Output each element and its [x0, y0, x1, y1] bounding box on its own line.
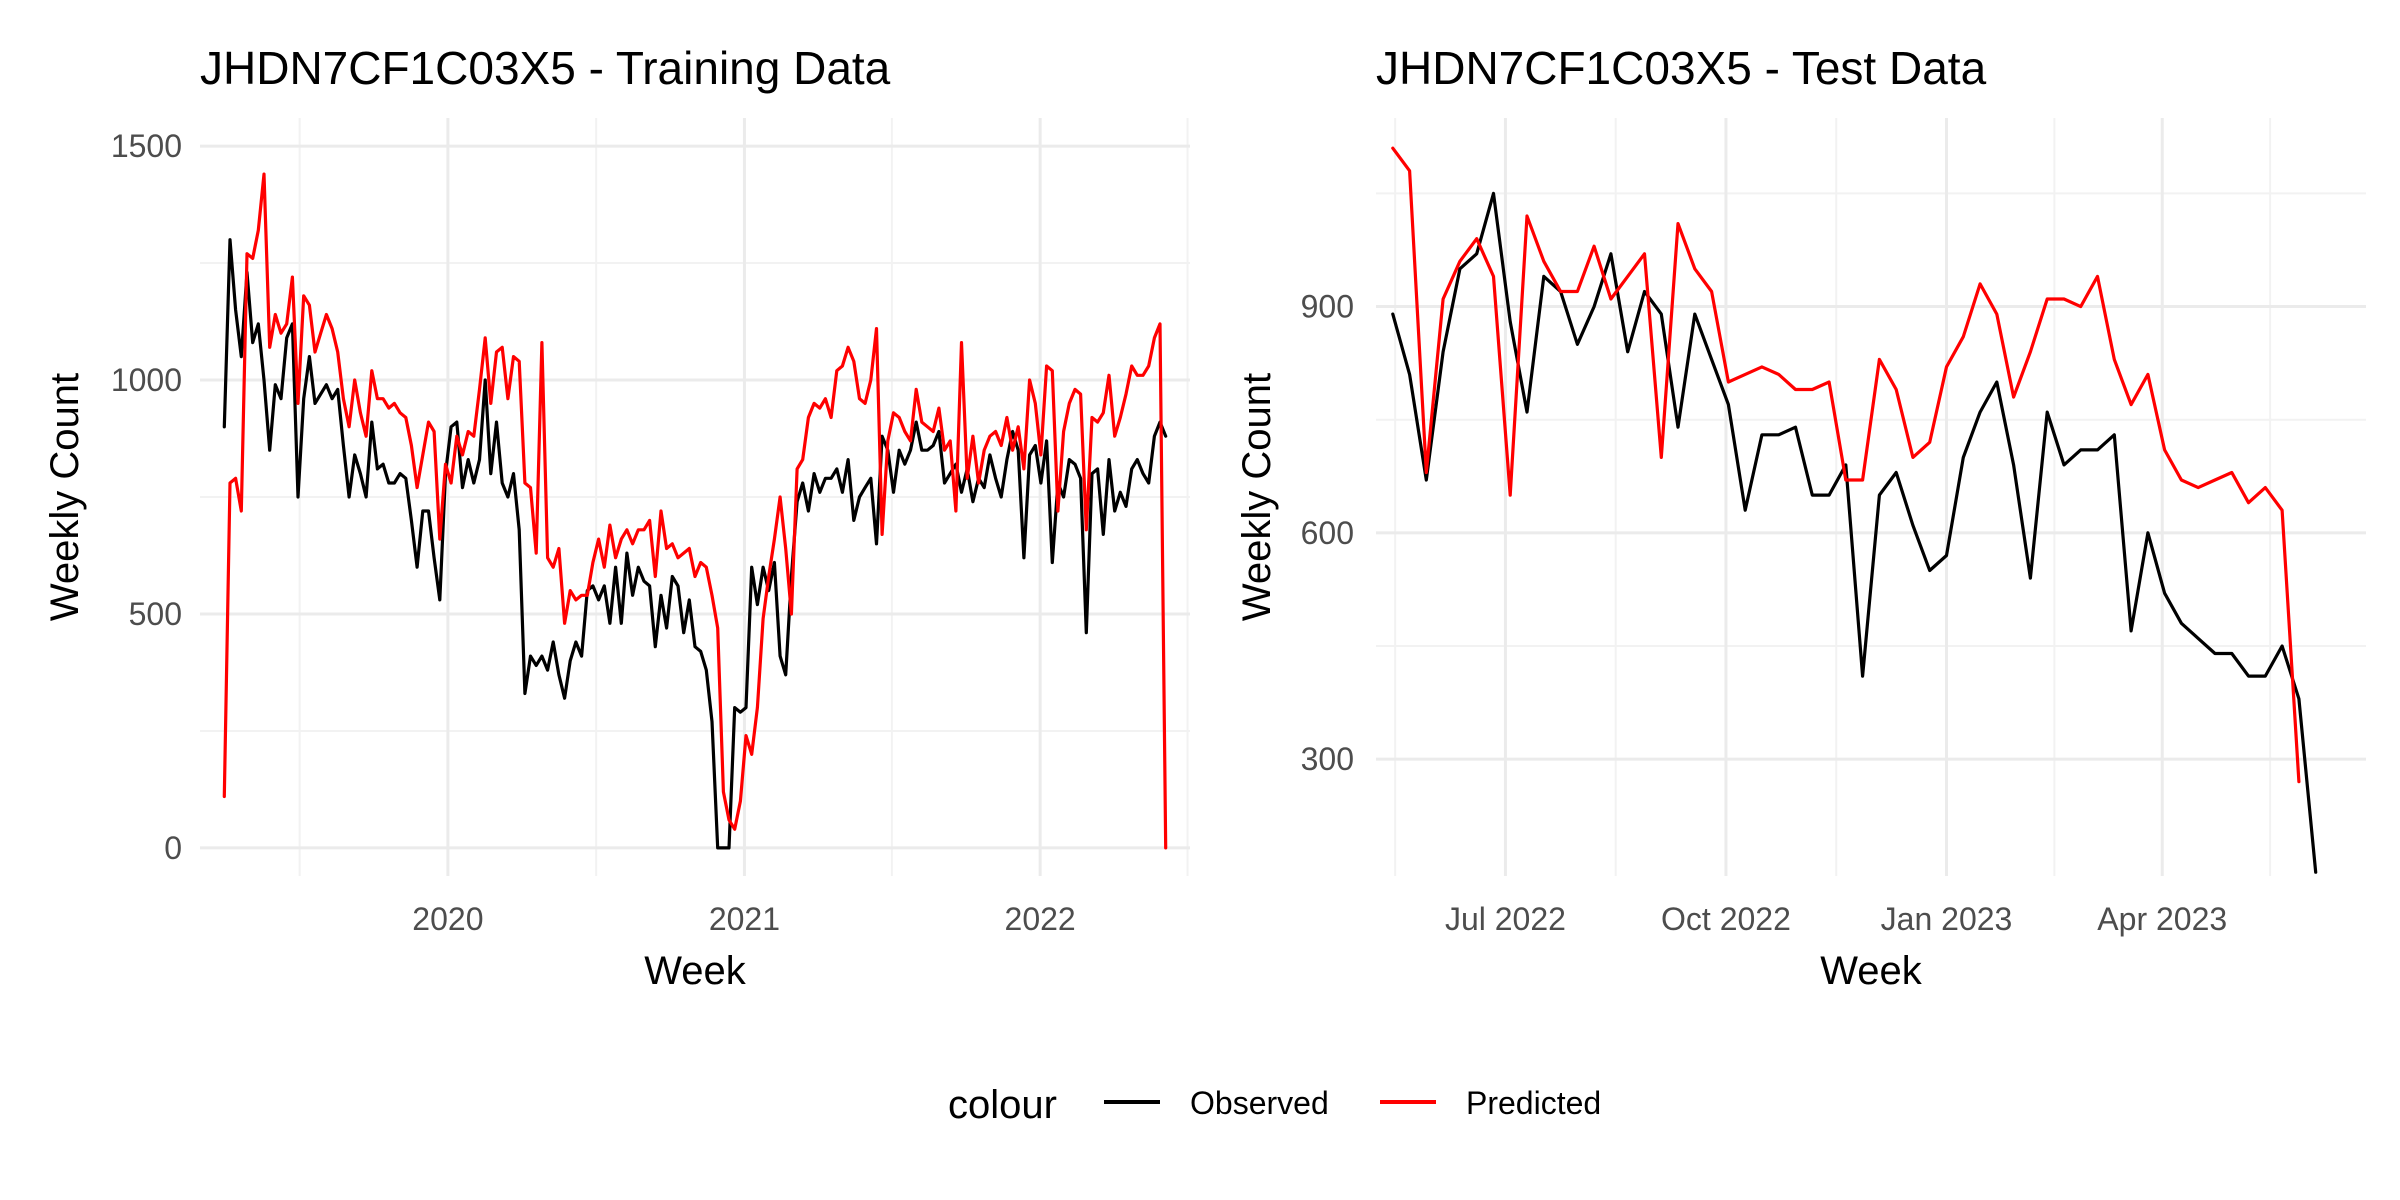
x-tick-label: Oct 2022 — [1661, 901, 1791, 937]
x-tick-label: Apr 2023 — [2097, 901, 2227, 937]
y-tick-label: 1500 — [111, 128, 182, 164]
x-tick-label: Jul 2022 — [1445, 901, 1566, 937]
y-tick-label: 900 — [1301, 289, 1354, 325]
legend: colour Observed Predicted — [948, 1083, 1601, 1127]
training-data-panel: 0 500 1000 1500 2020 2021 2022 JHDN7CF1C03X5 - … — [43, 42, 1190, 993]
x-tick-label: Jan 2023 — [1881, 901, 2013, 937]
y-axis-title: Weekly Count — [1235, 373, 1279, 621]
series-line-predicted — [1391, 146, 2301, 784]
y-tick-label: 1000 — [111, 362, 182, 398]
series-line-predicted — [222, 172, 1168, 850]
y-tick-label: 600 — [1301, 515, 1354, 551]
chart-title: JHDN7CF1C03X5 - Test Data — [1376, 42, 1987, 94]
y-tick-label: 0 — [164, 830, 182, 866]
x-tick-label: 2020 — [412, 901, 483, 937]
legend-title: colour — [948, 1083, 1057, 1127]
x-axis-title: Week — [1820, 949, 1923, 993]
legend-label-predicted: Predicted — [1466, 1085, 1601, 1121]
chart-title: JHDN7CF1C03X5 - Training Data — [200, 42, 891, 94]
x-tick-label: 2022 — [1005, 901, 1076, 937]
series-line-observed — [222, 238, 1168, 850]
y-tick-label: 500 — [129, 596, 182, 632]
x-tick-label: 2021 — [709, 901, 780, 937]
test-data-panel: 300 600 900 Jul 2022 Oct 2022 Jan 2023 Apr 202… — [1235, 42, 2366, 993]
y-tick-label: 300 — [1301, 741, 1354, 777]
y-axis-title: Weekly Count — [43, 373, 87, 621]
legend-label-observed: Observed — [1190, 1085, 1329, 1121]
series-line-observed — [1391, 191, 2318, 874]
x-axis-title: Week — [644, 949, 747, 993]
